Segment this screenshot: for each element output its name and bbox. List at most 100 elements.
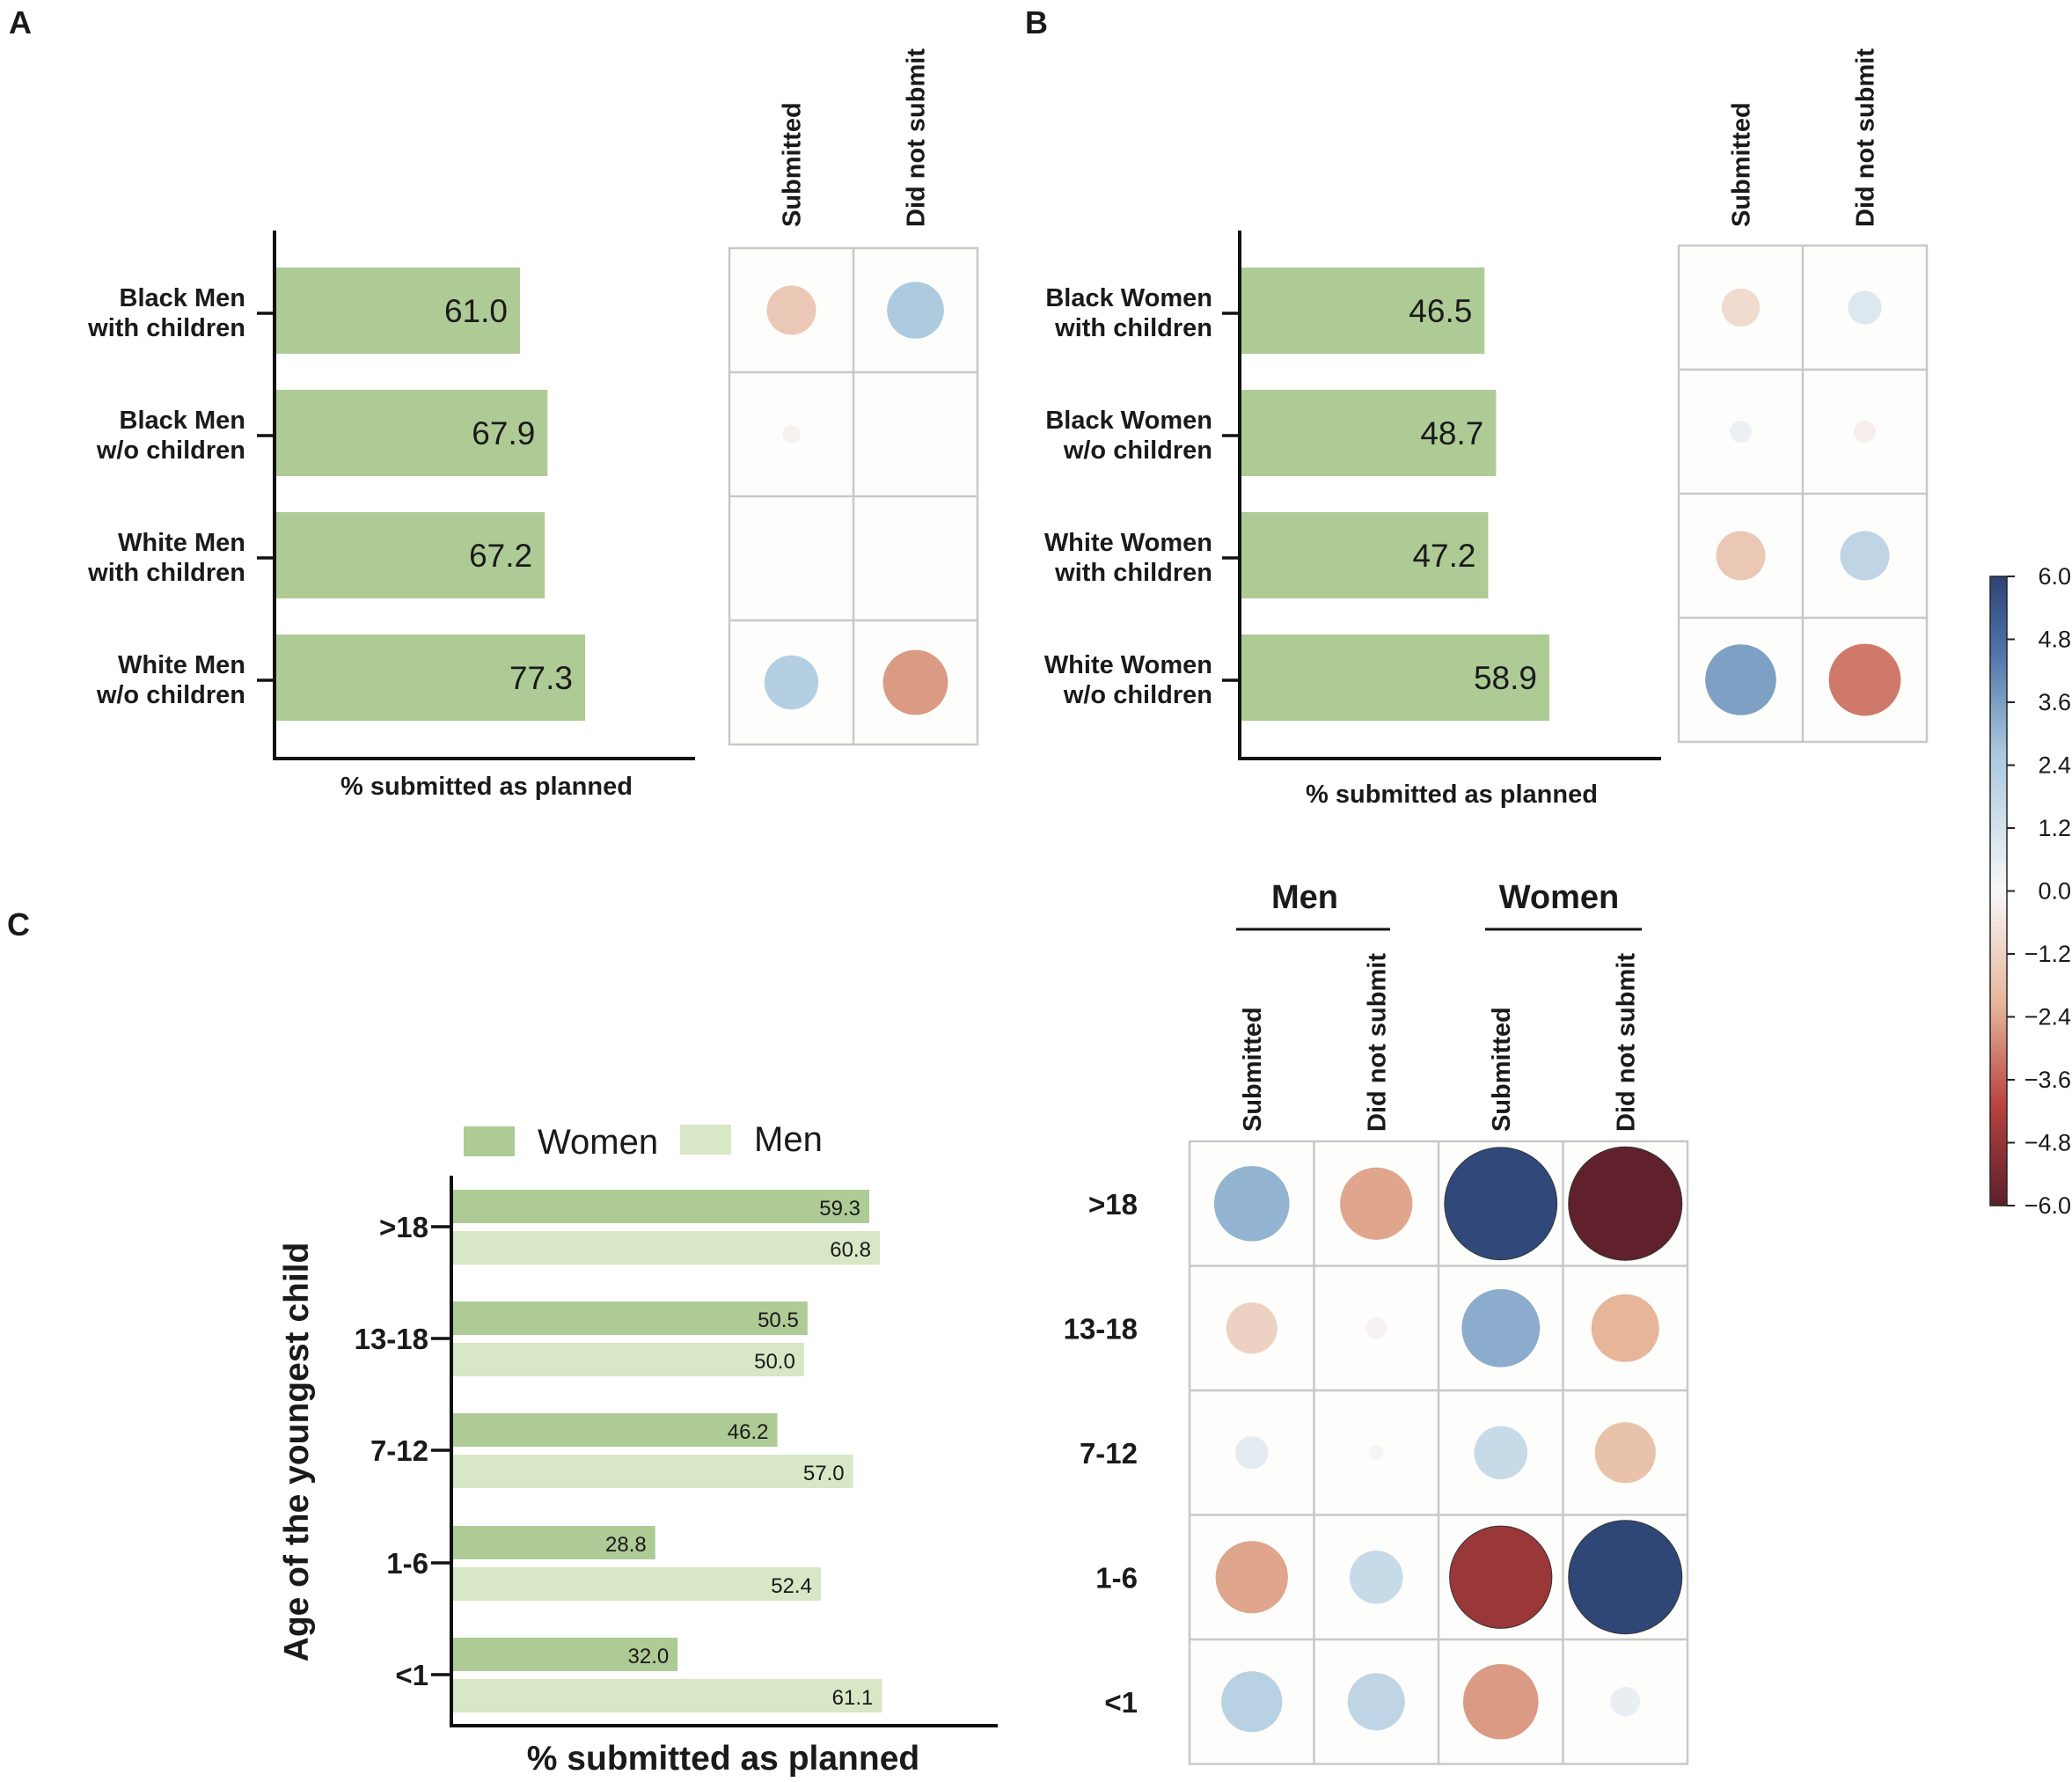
panel-c-row-label-1: 13-18 [1064,1312,1138,1345]
panel-b-column-label-1: Did not submit [1852,48,1880,227]
category-label-b-3: White Women w/o children [1044,651,1212,709]
bar-c-women-0 [453,1190,869,1223]
panel-c-bubble-r0-c1 [1340,1167,1413,1240]
category-label-c-1: 13-18 [355,1323,428,1355]
category-label-c-3: 1-6 [386,1547,428,1580]
bar-c-women-1 [453,1302,808,1335]
legend-swatch-women [464,1126,515,1156]
colorbar-tick-label-1: 4.8 [2038,627,2071,653]
category-label-c-0: >18 [379,1211,428,1243]
bar-value-a-0: 61.0 [444,293,508,329]
panel-c-x-axis-title: % submitted as planned [527,1740,919,1778]
category-label-a-1: Black Men w/o children [96,407,245,465]
bar-value-b-3: 58.9 [1474,660,1537,696]
panel-letter-c: C [7,906,30,942]
panel-b-bubble-r3-c0 [1705,644,1776,715]
panel-c-bubble-r3-c3 [1568,1520,1683,1635]
colorbar-tick-label-8: −3.6 [2024,1067,2071,1093]
panel-b-x-axis-title: % submitted as planned [1306,781,1598,809]
colorbar-tick-label-10: −6.0 [2024,1192,2071,1219]
colorbar-tick-label-9: −4.8 [2024,1130,2071,1156]
bar-value-a-1: 67.9 [472,415,535,451]
group-label-women: Women [1499,879,1620,916]
panel-c-column-label-1: Did not submit [1363,953,1391,1132]
panel-c-bubble-r0-c3 [1568,1146,1683,1261]
bar-value-c-men-3: 52.4 [771,1574,812,1598]
panel-c-bubble-r3-c1 [1349,1550,1403,1604]
panel-c-bubble-r2-c3 [1594,1422,1656,1484]
panel-a-bubble-r3-c0 [764,655,819,710]
category-label-a-3: White Men w/o children [96,651,245,709]
panel-a-bubble-r1-c0 [782,425,801,444]
colorbar-tick-label-6: −1.2 [2024,941,2071,967]
panel-a-bubble-r0-c1 [887,282,944,339]
category-label-c-4: <1 [395,1659,428,1691]
panel-c-row-label-4: <1 [1104,1686,1138,1719]
bar-c-men-3 [453,1567,821,1601]
panel-c-column-label-2: Submitted [1488,1007,1516,1132]
category-label-b-0: Black Women with children [1045,284,1212,342]
bar-b-2 [1241,512,1489,598]
bar-value-c-men-1: 50.0 [754,1350,795,1374]
bar-a-2 [276,512,545,598]
panel-c-column-label-0: Submitted [1239,1007,1267,1132]
panel-c-bubble-r2-c2 [1474,1426,1528,1480]
panel-c-bubble-r1-c0 [1226,1302,1278,1354]
colorbar-tick-label-5: 0.0 [2038,878,2071,905]
bar-value-c-women-3: 28.8 [605,1533,647,1557]
panel-b-bar-chart: 46.5 Black Women with children 48.7 Black Wo… [1044,231,1661,809]
panel-a-bubble-r2-c1 [914,557,917,560]
panel-c-bubble-r3-c0 [1215,1541,1288,1614]
bar-c-men-2 [453,1455,853,1488]
panel-c-column-label-3: Did not submit [1612,953,1640,1132]
panel-c-bar-chart: Women Men 59.3 60.8 >18 50.5 50.0 13-18 46.2 57… [278,1120,998,1778]
category-label-c-2: 7-12 [370,1434,428,1467]
bar-c-men-4 [453,1679,882,1712]
category-label-a-0: Black Men with children [87,284,245,342]
bar-value-c-men-4: 61.1 [832,1686,874,1710]
panel-c-y-axis-title: Age of the youngest child [278,1243,316,1662]
legend-label-men: Men [754,1120,823,1159]
panel-c-row-label-0: >18 [1088,1188,1138,1221]
bar-value-c-women-2: 46.2 [728,1420,769,1444]
bar-value-c-women-0: 59.3 [819,1197,860,1221]
panel-c-bubble-r1-c3 [1591,1294,1659,1362]
panel-a-bubble-r0-c0 [766,285,816,335]
bar-b-1 [1241,390,1497,476]
panel-c-bubble-r4-c0 [1221,1671,1283,1733]
colorbar-tick-label-4: 1.2 [2038,815,2071,841]
colorbar-tick-label-7: −2.4 [2024,1004,2071,1030]
panel-c-bubble-r1-c1 [1365,1317,1387,1339]
bar-c-men-0 [453,1231,880,1265]
panel-c-bubble-r4-c3 [1610,1686,1641,1717]
panel-b-bubble-r2-c0 [1716,531,1766,581]
legend-label-women: Women [538,1123,658,1162]
bar-c-women-3 [453,1526,655,1559]
panel-b-bubble-r2-c1 [1840,531,1890,581]
bar-value-b-2: 47.2 [1412,538,1475,574]
panel-a-bubble-r3-c1 [882,649,948,715]
panel-c-bubble-r2-c1 [1368,1445,1384,1461]
panel-b-bubble-r3-c1 [1828,643,1901,716]
panel-c-bubble-r3-c2 [1449,1525,1553,1629]
bar-value-c-women-4: 32.0 [628,1645,670,1668]
bar-value-c-men-2: 57.0 [803,1462,845,1485]
panel-c-bubble-r4-c2 [1462,1663,1539,1740]
panel-c-bubble-r1-c2 [1461,1288,1541,1368]
legend-swatch-men [680,1125,731,1155]
panel-b-bubble-r1-c0 [1730,421,1752,443]
colorbar-gradient [1989,576,2008,1206]
bar-a-3 [276,634,585,721]
panel-c-row-label-2: 7-12 [1080,1437,1138,1470]
bar-value-b-0: 46.5 [1409,293,1472,329]
panel-a-x-axis-title: % submitted as planned [340,773,633,801]
category-label-a-2: White Men with children [87,529,245,587]
bar-value-b-1: 48.7 [1420,415,1483,451]
panel-b-bubble-r1-c1 [1854,421,1876,443]
group-label-men: Men [1271,879,1338,916]
panel-c-bubble-r0-c0 [1213,1165,1290,1242]
panel-b-column-label-0: Submitted [1728,102,1756,227]
panel-a-column-label-1: Did not submit [903,48,931,227]
bar-c-women-2 [453,1413,778,1447]
panel-b-bubble-matrix: Submitted Did not submit [1677,48,1929,744]
